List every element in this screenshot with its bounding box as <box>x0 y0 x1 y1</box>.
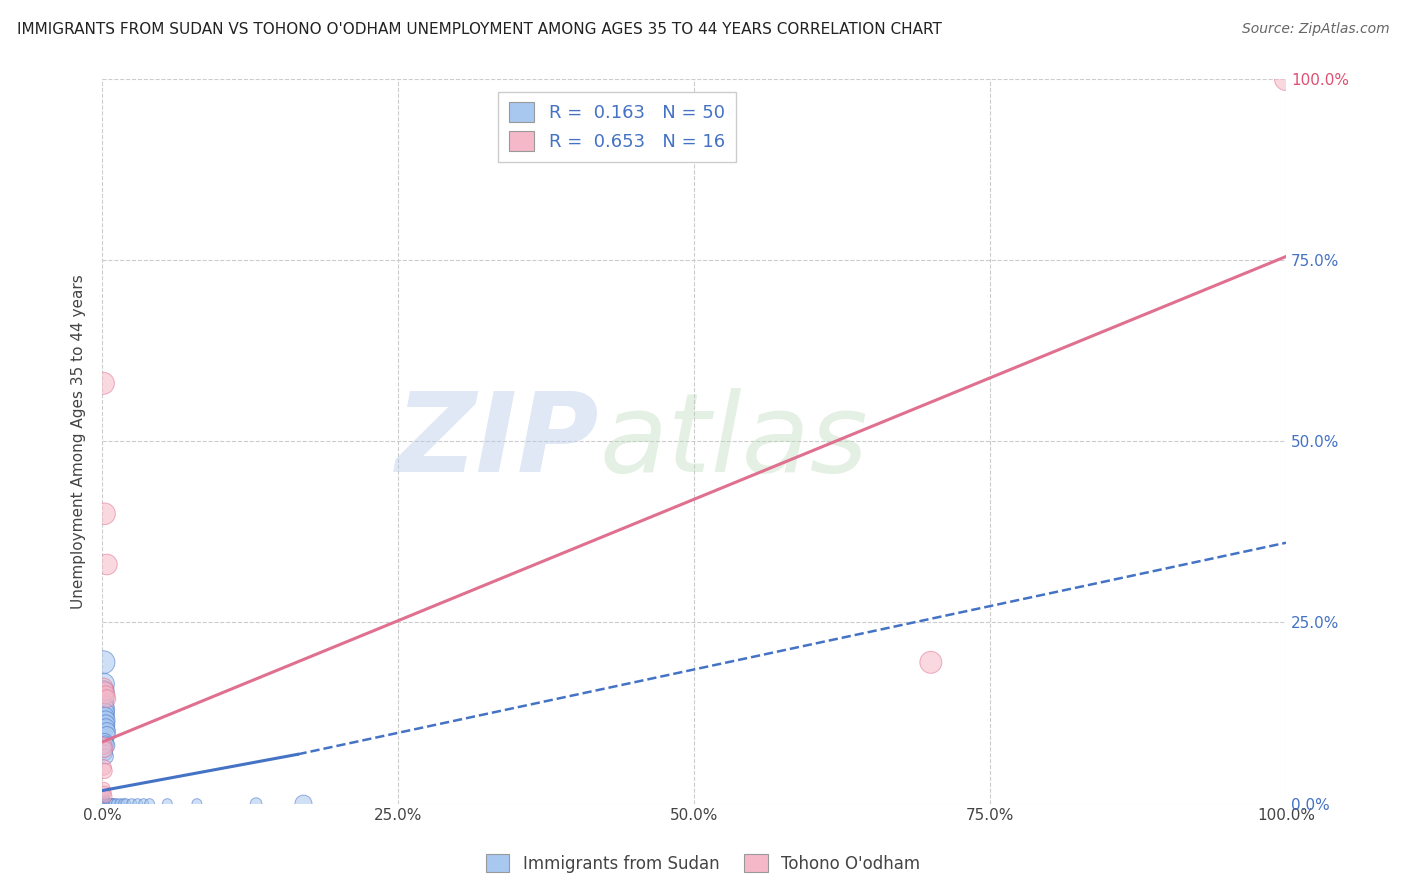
Point <box>94 789 117 804</box>
Point <box>93 735 115 749</box>
Point <box>93 677 115 691</box>
Point <box>96 739 118 753</box>
Point <box>186 797 208 811</box>
Point <box>93 794 115 808</box>
Point <box>93 797 115 811</box>
Point <box>93 684 115 698</box>
Point <box>121 797 143 811</box>
Point <box>93 797 115 811</box>
Point <box>93 684 115 698</box>
Point <box>93 760 115 774</box>
Point <box>108 797 131 811</box>
Point <box>93 706 115 720</box>
Point <box>101 797 124 811</box>
Legend: R =  0.163   N = 50, R =  0.653   N = 16: R = 0.163 N = 50, R = 0.653 N = 16 <box>498 92 735 162</box>
Point <box>93 786 115 800</box>
Point <box>93 797 115 811</box>
Point <box>1275 72 1298 87</box>
Point <box>93 681 115 695</box>
Point <box>112 797 135 811</box>
Point <box>156 797 179 811</box>
Point <box>103 797 125 811</box>
Point <box>94 717 117 731</box>
Point <box>94 749 117 764</box>
Point <box>132 797 155 811</box>
Point <box>93 790 115 805</box>
Point <box>93 746 115 760</box>
Point <box>93 507 115 521</box>
Point <box>93 795 115 809</box>
Point <box>138 797 160 811</box>
Point <box>96 728 118 742</box>
Point <box>93 789 115 804</box>
Point <box>96 558 118 572</box>
Point <box>93 698 115 713</box>
Point <box>93 709 115 723</box>
Point <box>93 656 115 670</box>
Point <box>93 376 115 391</box>
Point <box>100 797 122 811</box>
Text: IMMIGRANTS FROM SUDAN VS TOHONO O'ODHAM UNEMPLOYMENT AMONG AGES 35 TO 44 YEARS C: IMMIGRANTS FROM SUDAN VS TOHONO O'ODHAM … <box>17 22 942 37</box>
Point <box>127 797 149 811</box>
Point <box>292 797 315 811</box>
Point <box>115 797 138 811</box>
Point <box>93 764 115 778</box>
Point <box>93 794 115 808</box>
Point <box>97 797 120 811</box>
Point <box>100 797 122 811</box>
Y-axis label: Unemployment Among Ages 35 to 44 years: Unemployment Among Ages 35 to 44 years <box>72 274 86 608</box>
Point <box>98 797 121 811</box>
Point <box>93 782 115 797</box>
Point <box>920 656 942 670</box>
Point <box>94 797 117 811</box>
Point <box>105 797 128 811</box>
Text: Source: ZipAtlas.com: Source: ZipAtlas.com <box>1241 22 1389 37</box>
Point <box>94 688 117 702</box>
Point <box>93 742 115 756</box>
Point <box>93 742 115 756</box>
Text: ZIP: ZIP <box>396 388 599 495</box>
Point <box>96 724 118 739</box>
Text: atlas: atlas <box>599 388 868 495</box>
Point <box>93 797 115 811</box>
Point <box>94 713 117 727</box>
Point <box>94 737 117 751</box>
Point <box>245 797 267 811</box>
Point <box>96 797 118 811</box>
Point <box>93 702 115 716</box>
Point <box>93 739 115 753</box>
Point <box>94 797 117 811</box>
Point <box>96 691 118 706</box>
Legend: Immigrants from Sudan, Tohono O'odham: Immigrants from Sudan, Tohono O'odham <box>479 847 927 880</box>
Point <box>94 721 117 735</box>
Point <box>93 691 115 706</box>
Point <box>93 792 115 806</box>
